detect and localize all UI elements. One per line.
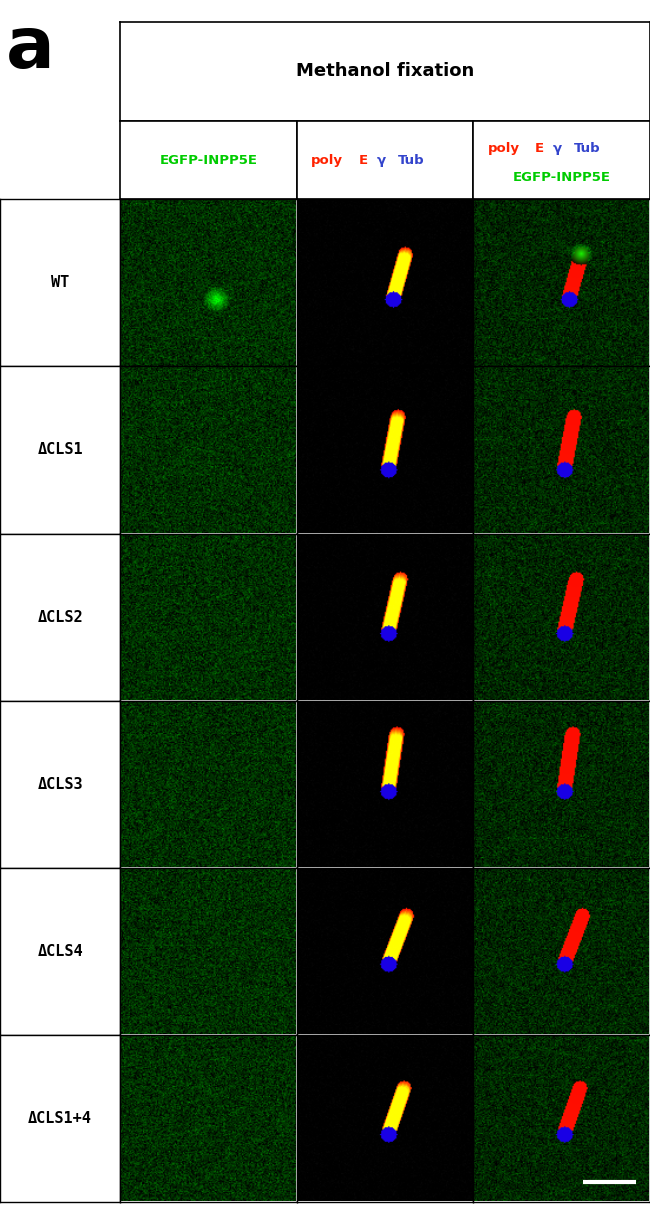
Text: ΔCLS2: ΔCLS2 [37, 610, 83, 625]
Text: E: E [535, 141, 544, 155]
Text: Tub: Tub [574, 141, 601, 155]
Text: E: E [359, 153, 368, 167]
Text: ΔCLS4: ΔCLS4 [37, 943, 83, 959]
Text: Methanol fixation: Methanol fixation [296, 63, 474, 80]
Text: EGFP-INPP5E: EGFP-INPP5E [159, 153, 257, 167]
FancyBboxPatch shape [473, 121, 650, 199]
Text: γ: γ [553, 141, 562, 155]
Text: poly: poly [488, 141, 519, 155]
Text: ΔCLS1+4: ΔCLS1+4 [28, 1111, 92, 1126]
Text: ΔCLS3: ΔCLS3 [37, 777, 83, 791]
Text: a: a [6, 13, 55, 83]
Text: ΔCLS1: ΔCLS1 [37, 442, 83, 458]
FancyBboxPatch shape [297, 121, 473, 199]
Text: Tub: Tub [398, 153, 424, 167]
Text: EGFP-INPP5E: EGFP-INPP5E [513, 170, 611, 184]
Text: poly: poly [311, 153, 343, 167]
FancyBboxPatch shape [120, 121, 297, 199]
Text: WT: WT [51, 275, 70, 290]
Text: γ: γ [376, 153, 385, 167]
